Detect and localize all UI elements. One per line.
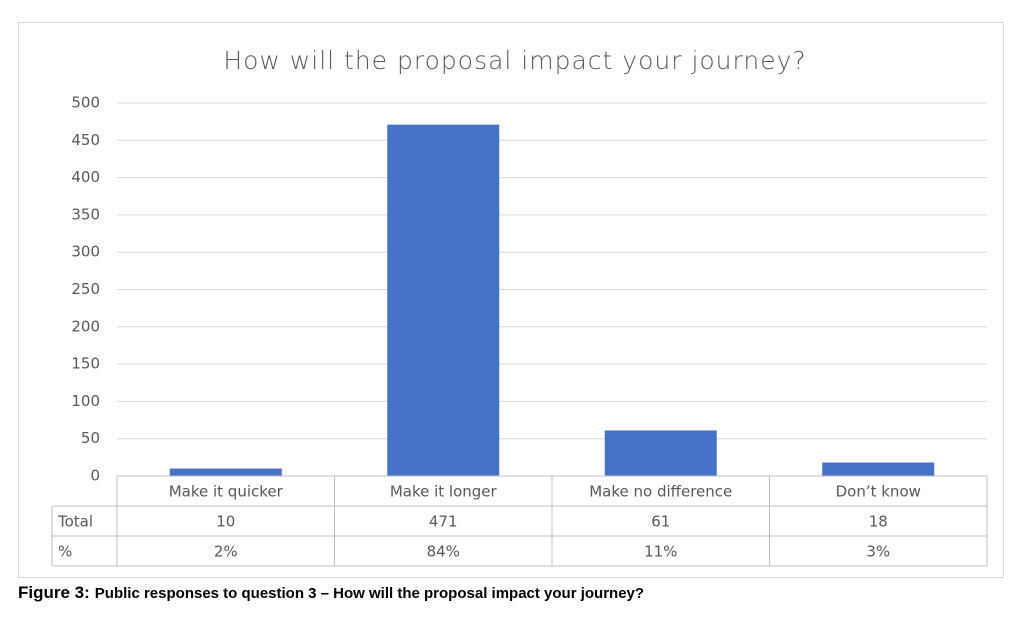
x-tick-label: Make it longer — [390, 483, 498, 501]
table-value: 84% — [427, 543, 460, 561]
y-tick-label: 100 — [71, 392, 100, 410]
table-value: 10 — [216, 513, 235, 531]
y-tick-label: 50 — [81, 429, 100, 447]
bar — [169, 468, 282, 476]
y-tick-label: 350 — [71, 205, 100, 223]
y-tick-label: 150 — [71, 355, 100, 373]
legend-label: Total — [57, 513, 93, 531]
bar — [822, 462, 935, 476]
chart-title: How will the proposal impact your journe… — [223, 46, 806, 75]
x-tick-label: Make no difference — [589, 483, 732, 501]
y-tick-label: 300 — [71, 243, 100, 261]
table-value: 61 — [651, 513, 670, 531]
table-value: 11% — [644, 543, 677, 561]
bar — [604, 430, 717, 476]
table-value: 2% — [214, 543, 238, 561]
caption-text: Public responses to question 3 – How wil… — [95, 585, 644, 602]
x-tick-label: Make it quicker — [169, 483, 284, 501]
y-tick-label: 250 — [71, 280, 100, 298]
y-tick-label: 400 — [71, 168, 100, 186]
row-label: % — [58, 543, 72, 561]
y-tick-label: 450 — [71, 131, 100, 149]
y-tick-label: 200 — [71, 317, 100, 335]
table-value: 18 — [869, 513, 888, 531]
caption: Figure 3: Public responses to question 3 … — [18, 583, 644, 602]
chart-frame — [18, 22, 1004, 578]
y-tick-label: 0 — [90, 467, 100, 485]
bar — [387, 124, 500, 476]
table-value: 3% — [866, 543, 890, 561]
x-tick-label: Don’t know — [836, 483, 921, 501]
table-value: 471 — [429, 513, 458, 531]
caption-label: Figure 3: — [18, 583, 90, 602]
y-tick-label: 500 — [71, 94, 100, 112]
